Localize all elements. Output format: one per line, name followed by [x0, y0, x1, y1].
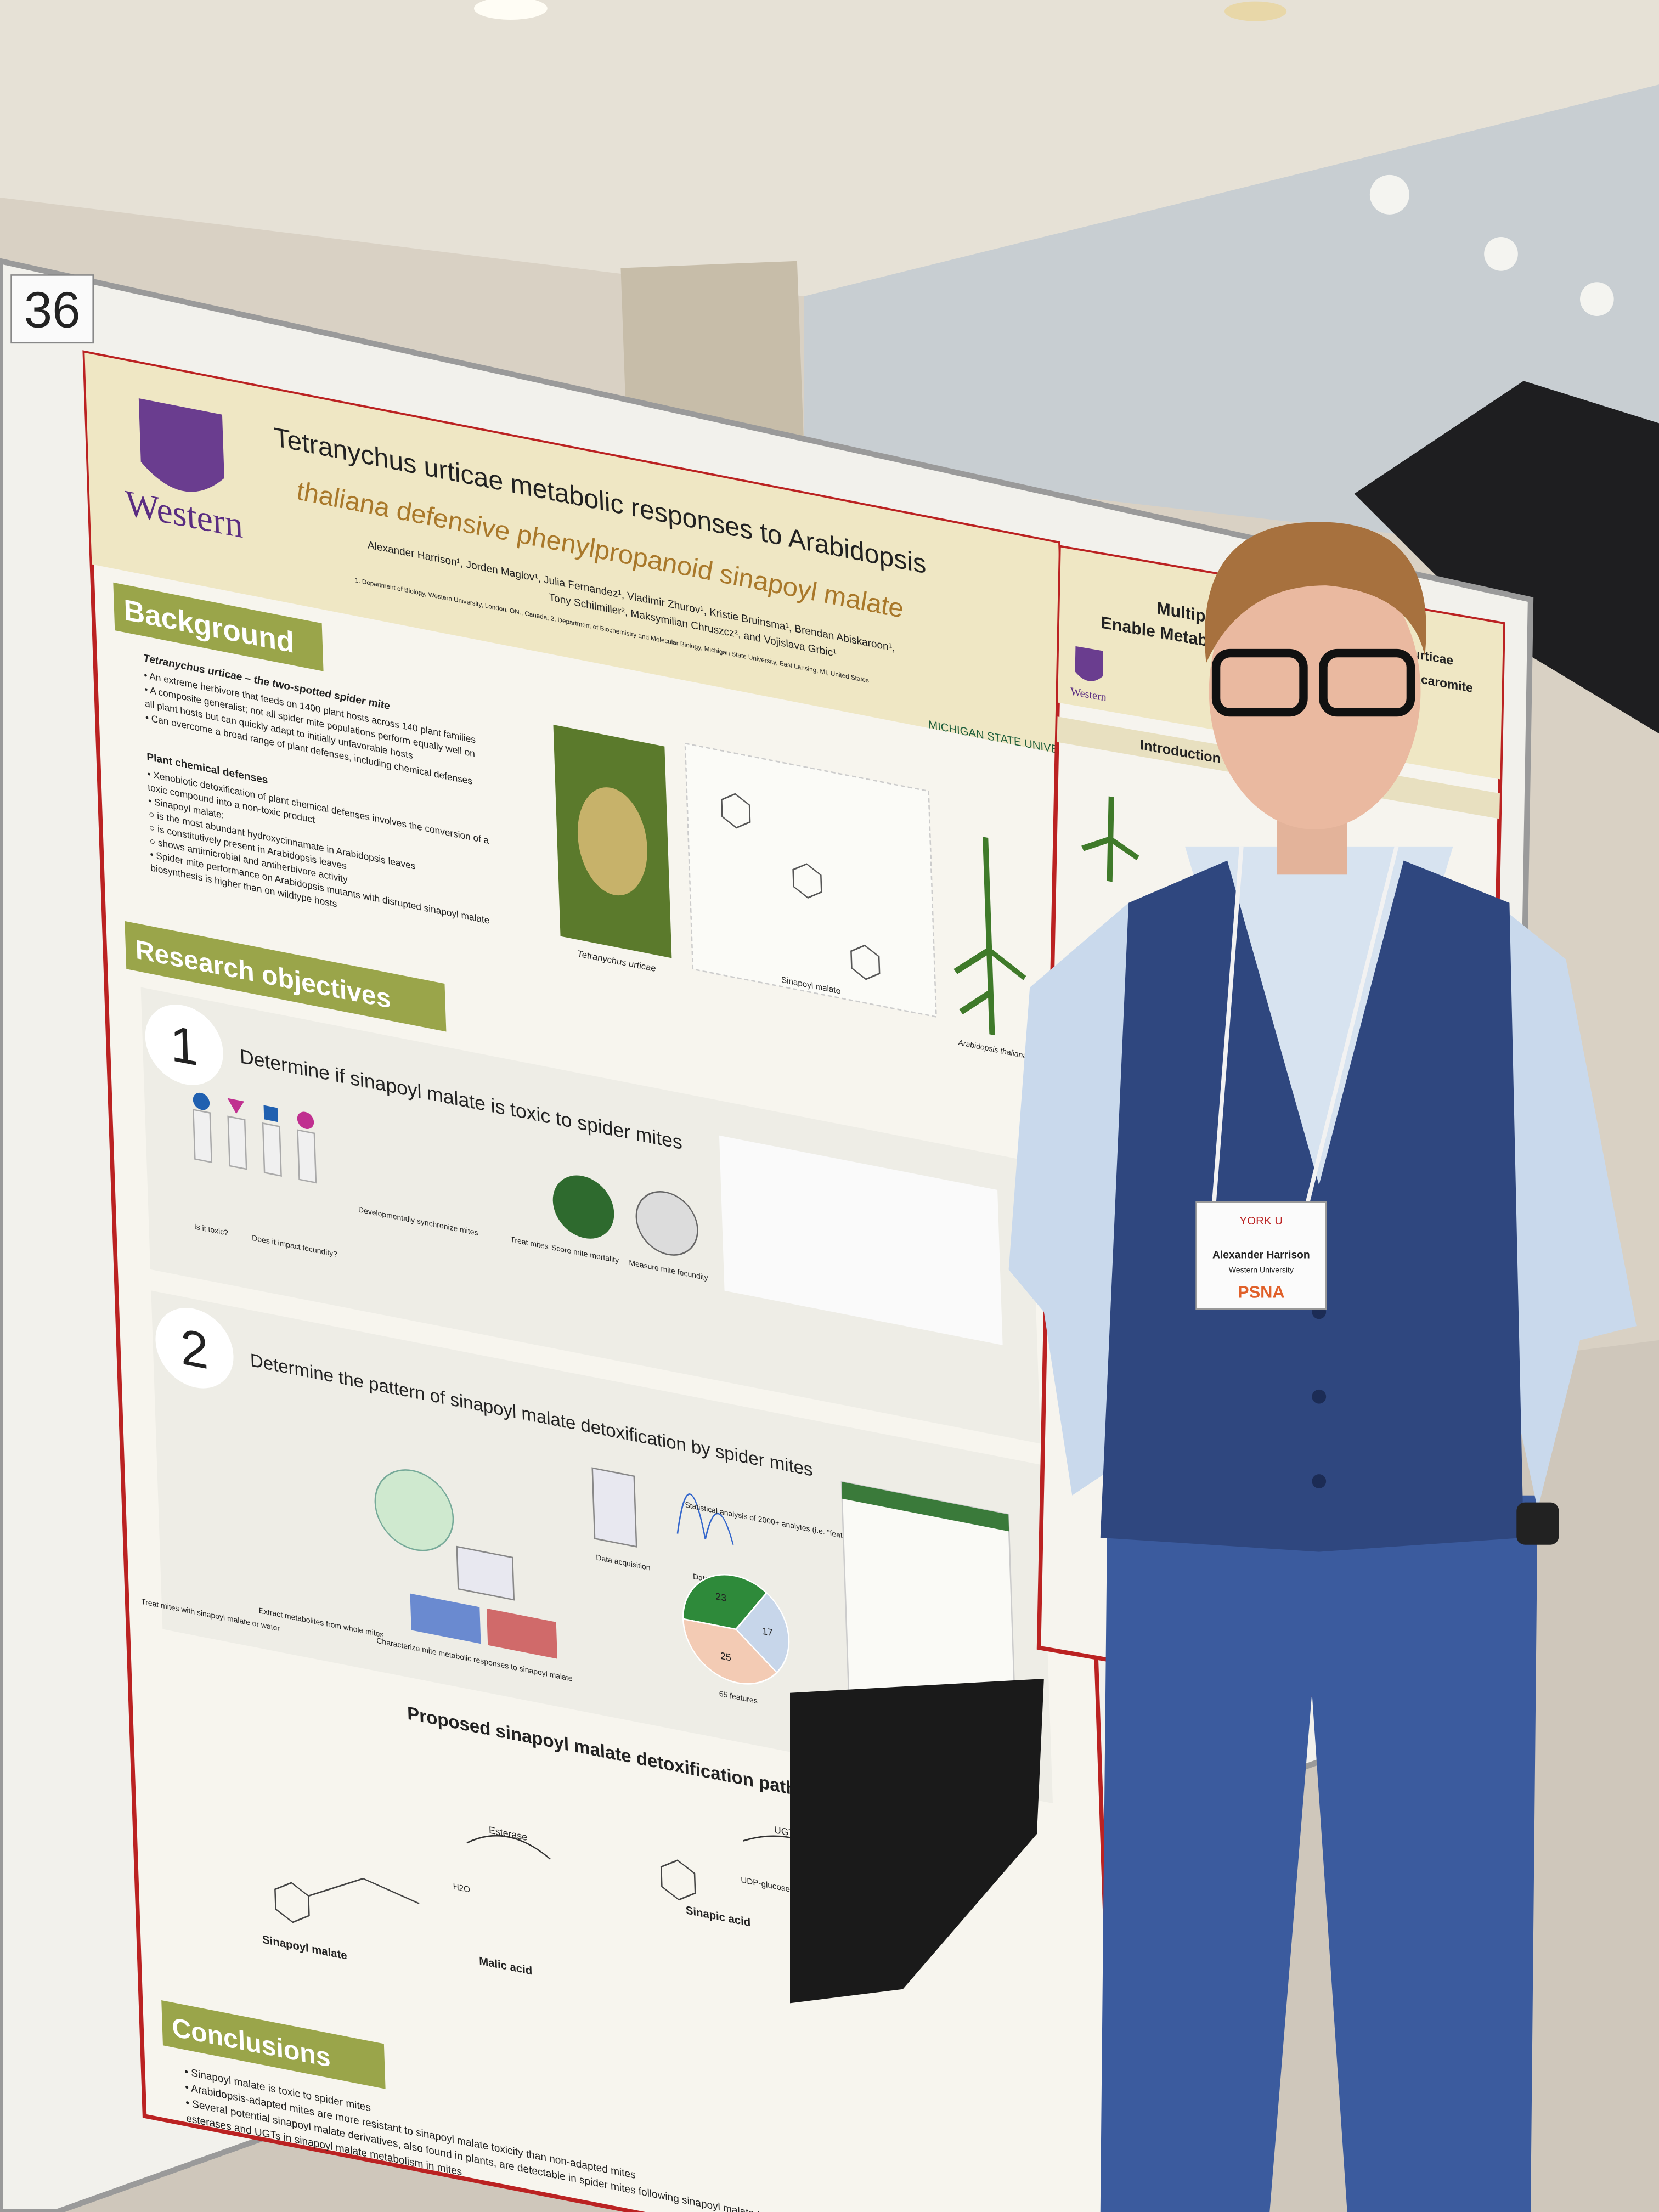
hair [1205, 522, 1426, 663]
ceiling [0, 0, 1659, 296]
button [1312, 1389, 1327, 1404]
board-number-tag [10, 274, 94, 344]
pie-slice [682, 1573, 768, 1630]
section-banner [161, 2000, 386, 2089]
badge-event: PSNA [1238, 1283, 1285, 1302]
ceiling-light [1484, 237, 1518, 271]
ceiling-light [1369, 174, 1409, 215]
instrument [591, 1467, 637, 1548]
plant [953, 837, 1026, 1036]
objective-number: 1 [170, 1014, 199, 1077]
molecule [274, 1813, 888, 1923]
header-band [84, 352, 1066, 755]
mite [577, 787, 647, 896]
section-banner [113, 582, 324, 672]
bar-chart-figure [719, 1135, 1003, 1345]
plant [1081, 796, 1139, 882]
reagent: H2O [453, 1882, 470, 1895]
pie-label: 23 [715, 1590, 726, 1604]
presenter: YORK U Alexander Harrison Western Univer… [790, 522, 1637, 2212]
face [1209, 553, 1421, 830]
dish [635, 1191, 698, 1256]
western-crest [1075, 646, 1103, 681]
shirt-sleeve [1495, 902, 1637, 1510]
instrument [456, 1545, 515, 1601]
name-badge [1195, 1201, 1327, 1310]
glasses [1319, 648, 1415, 717]
pie-slice [735, 1592, 790, 1674]
poster: Western MICHIGAN STATE UNIVERSITY Tetran… [82, 350, 1121, 2212]
button [1312, 1474, 1327, 1488]
board-number: 36 [24, 281, 81, 338]
badge-org: YORK U [1239, 1215, 1283, 1227]
badge-name: Alexander Harrison [1212, 1250, 1310, 1261]
leaf-disc [552, 1175, 614, 1239]
molecule [721, 793, 881, 980]
ceiling-light [1580, 282, 1614, 316]
ceiling-light [1224, 1, 1287, 21]
objective-circle [155, 1307, 234, 1389]
watch [1516, 1502, 1559, 1545]
pie-label: 25 [720, 1650, 731, 1663]
badge-affiliation: Western University [1229, 1265, 1294, 1274]
ceiling-light [474, 0, 548, 20]
shirt-sleeve [1008, 902, 1129, 1496]
heatmap [486, 1608, 557, 1659]
staircase [1354, 381, 1659, 734]
trousers [1100, 1495, 1538, 2212]
cell-bubble [374, 1469, 454, 1551]
glasses [1211, 648, 1308, 717]
table-header [841, 1481, 1009, 1532]
objective-number: 2 [179, 1318, 209, 1380]
tubes [193, 1092, 317, 1184]
chromatogram [676, 1493, 734, 1545]
pie-slice [682, 1618, 778, 1685]
background-person [790, 1679, 1044, 2004]
objective-circle [145, 1005, 223, 1085]
lanyard [1211, 845, 1399, 1214]
pie-label: 17 [762, 1626, 773, 1639]
pathway-figure [684, 742, 937, 1018]
objective-panel [151, 1290, 1053, 1804]
heatmap [410, 1593, 481, 1644]
section-banner [125, 921, 447, 1032]
western-crest [138, 398, 224, 492]
